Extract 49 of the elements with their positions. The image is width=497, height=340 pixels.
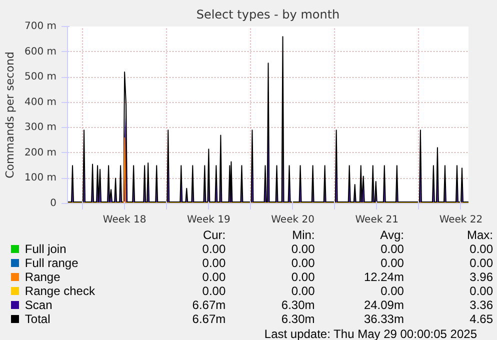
text: 6.30m — [280, 298, 316, 312]
x-tick-label: Week 20 — [271, 214, 314, 226]
y-axis-title: Commands per second — [3, 52, 16, 178]
text: 0.00 — [290, 270, 316, 284]
text: 0.00 — [201, 284, 227, 298]
text: 0.00 — [380, 256, 405, 270]
text: 0.00 — [201, 270, 227, 284]
y-tick-label: 200 m — [24, 147, 57, 158]
text: 3.96 — [468, 270, 494, 284]
text: Avg: — [379, 228, 405, 242]
text: 0.00 — [290, 284, 316, 298]
x-tick-label: Week 21 — [355, 214, 399, 226]
text: 0.00 — [380, 242, 405, 256]
text: 0.00 — [201, 256, 227, 270]
text: 0.00 — [290, 242, 316, 256]
x-tick-label: Week 18 — [102, 214, 146, 226]
legend-label: Full join — [24, 242, 68, 256]
text: 4.65 — [468, 312, 494, 326]
y-tick-label: 500 m — [24, 72, 57, 83]
y-tick-label: 400 m — [24, 96, 57, 108]
text: 0.00 — [201, 242, 227, 256]
text: 0.00 — [380, 284, 405, 298]
legend-label: Full range — [24, 256, 80, 270]
text: 0.00 — [468, 256, 494, 270]
text: 3.36 — [468, 298, 494, 312]
text: Cur: — [202, 228, 227, 242]
y-tick-label: 300 m — [24, 122, 57, 134]
legend-label: Scan — [24, 298, 54, 312]
legend-label: Range check — [24, 284, 96, 298]
text: 6.67m — [191, 298, 227, 312]
text: 0.00 — [468, 242, 494, 256]
y-tick-label: 600 m — [24, 46, 57, 58]
text: 24.09m — [362, 298, 405, 312]
text: 6.67m — [191, 312, 227, 326]
chart-title: Select types - by month — [196, 8, 340, 22]
text: 0.00 — [290, 256, 316, 270]
y-tick-label: 700 m — [24, 21, 57, 32]
legend-label: Total — [24, 312, 52, 326]
text: 6.30m — [280, 312, 316, 326]
x-tick-label: Week 22 — [439, 214, 483, 226]
text: 0.00 — [468, 284, 494, 298]
text: Max: — [466, 228, 494, 242]
text: Min: — [291, 228, 316, 242]
legend-label: Range — [24, 270, 62, 284]
text: 12.24m — [362, 270, 405, 284]
x-tick-label: Week 19 — [187, 214, 230, 226]
text: 36.33m — [362, 312, 405, 326]
y-tick-label: 0 — [50, 198, 57, 209]
y-tick-label: 100 m — [24, 172, 57, 184]
